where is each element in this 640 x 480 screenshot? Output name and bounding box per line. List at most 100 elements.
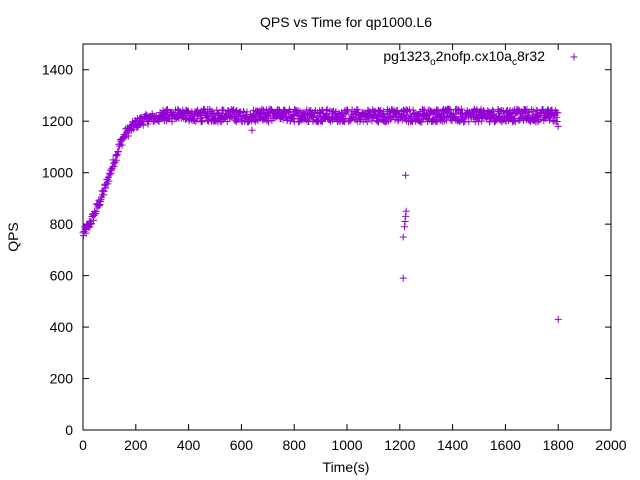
data-point: [338, 110, 346, 118]
chart-title: QPS vs Time for qp1000.L6: [260, 14, 432, 30]
data-point: [363, 118, 371, 126]
data-point: [554, 122, 562, 130]
data-point: [427, 107, 435, 115]
data-point: [90, 216, 98, 224]
x-tick-label: 1000: [331, 437, 362, 453]
data-point: [220, 106, 228, 114]
data-point: [121, 133, 129, 141]
data-point: [174, 113, 182, 121]
data-point: [108, 166, 116, 174]
data-point: [124, 132, 132, 140]
data-point: [458, 105, 466, 113]
legend-label-part3: 8r32: [517, 48, 545, 64]
y-axis-label: QPS: [5, 222, 21, 252]
x-tick-label: 1400: [437, 437, 468, 453]
data-point: [401, 223, 409, 231]
data-point: [95, 202, 103, 210]
data-point: [297, 117, 305, 125]
data-point: [104, 180, 112, 188]
data-point: [102, 184, 110, 192]
data-point: [270, 114, 278, 122]
data-point: [163, 105, 171, 113]
y-axis-ticks: 0 200 400 600 800 1000 1200 1400: [42, 62, 611, 438]
data-point: [402, 207, 410, 215]
x-tick-label: 1800: [543, 437, 574, 453]
data-point: [232, 107, 240, 115]
data-point: [130, 125, 138, 133]
data-point: [154, 116, 162, 124]
data-point: [264, 118, 272, 126]
y-tick-label: 1400: [42, 62, 73, 78]
x-tick-label: 400: [177, 437, 201, 453]
data-point: [404, 107, 412, 115]
data-point: [554, 109, 562, 117]
data-point: [110, 162, 118, 170]
y-tick-label: 200: [50, 371, 74, 387]
data-point: [223, 118, 231, 126]
data-point: [100, 191, 108, 199]
data-point: [526, 117, 534, 125]
data-point: [114, 147, 122, 155]
x-tick-label: 600: [230, 437, 254, 453]
series-points: [79, 105, 562, 323]
x-axis-ticks: 0 200 400 600 800 1000 1200 1400 1600 1800 2000: [79, 44, 627, 453]
data-point: [554, 315, 562, 323]
legend-label-part2: 2nofp.cx10a: [436, 48, 512, 64]
data-point: [465, 118, 473, 126]
data-point: [139, 121, 147, 129]
data-point: [111, 158, 119, 166]
x-axis-label: Time(s): [323, 459, 370, 475]
data-point: [112, 156, 120, 164]
data-point: [439, 117, 447, 125]
data-point: [106, 171, 114, 179]
x-tick-label: 2000: [595, 437, 626, 453]
y-tick-label: 1000: [42, 165, 73, 181]
data-point: [511, 117, 519, 125]
data-point: [113, 152, 121, 160]
x-tick-label: 0: [79, 437, 87, 453]
data-point: [535, 116, 543, 124]
legend: pg1323o2nofp.cx10ac8r32: [383, 48, 578, 68]
legend-marker: [570, 53, 578, 61]
x-tick-label: 200: [124, 437, 148, 453]
data-point: [245, 118, 253, 126]
data-point: [142, 110, 150, 118]
y-tick-label: 800: [50, 216, 74, 232]
data-point: [319, 118, 327, 126]
data-point: [87, 220, 95, 228]
data-point: [248, 126, 256, 134]
data-point: [114, 148, 122, 156]
legend-label: pg1323o2nofp.cx10ac8r32: [383, 48, 545, 68]
data-point: [372, 110, 380, 118]
data-point: [107, 169, 115, 177]
legend-label-subscript1: o: [430, 57, 436, 68]
data-point: [478, 117, 486, 125]
y-tick-label: 400: [50, 319, 74, 335]
data-point: [399, 233, 407, 241]
data-point: [553, 117, 561, 125]
data-point: [401, 218, 409, 226]
y-tick-label: 0: [65, 422, 73, 438]
x-tick-label: 1200: [384, 437, 415, 453]
data-point: [382, 118, 390, 126]
data-point: [224, 107, 232, 115]
data-point: [402, 171, 410, 179]
data-point: [96, 200, 104, 208]
legend-label-subscript2: c: [512, 57, 517, 68]
data-point: [197, 117, 205, 125]
data-point: [528, 106, 536, 114]
data-point: [258, 105, 266, 113]
legend-label-part1: pg1323: [383, 48, 430, 64]
data-point: [399, 274, 407, 282]
data-point: [100, 187, 108, 195]
data-point: [105, 177, 113, 185]
data-point: [409, 106, 417, 114]
data-point: [210, 111, 218, 119]
data-point: [118, 141, 126, 149]
data-point: [155, 117, 163, 125]
plot-frame: [82, 43, 612, 431]
x-tick-label: 1600: [490, 437, 521, 453]
legend-marker-plus: [570, 53, 578, 61]
data-point: [323, 105, 331, 113]
